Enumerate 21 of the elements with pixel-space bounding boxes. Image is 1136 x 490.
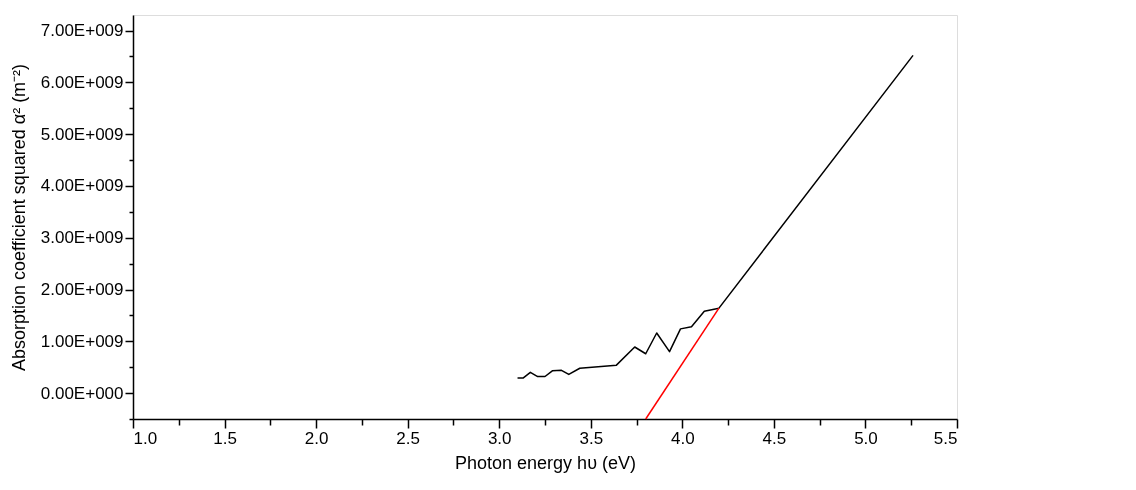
y-tick-label: 3.00E+009 [40,228,124,248]
x-tick-label: 3.0 [487,428,512,448]
y-tick-label: 4.00E+009 [40,176,124,196]
x-tick-label: 2.0 [304,428,329,448]
x-tick-label: 1.5 [213,428,237,448]
x-tick-label: 4.0 [671,428,695,448]
y-tick-label: 1.00E+009 [40,331,124,351]
x-tick-label: 5.0 [854,428,878,448]
y-tick-label: 2.00E+009 [40,280,124,300]
x-axis-title: Photon energy hυ (eV) [455,452,636,473]
y-tick-label: 7.00E+009 [40,21,124,41]
y-tick-label: 0.00E+000 [40,383,124,403]
y-tick-label: 5.00E+009 [40,124,124,144]
y-axis-title: Absorption coefficient squared α² (m⁻²) [8,63,29,372]
line-series [516,54,914,379]
x-tick-label: 1.0 [133,428,158,448]
x-tick-label: 2.5 [396,428,420,448]
y-tick-label: 6.00E+009 [40,72,124,92]
x-tick-label: 4.5 [762,428,787,448]
x-tick-label: 5.5 [933,428,958,448]
x-tick-label: 3.5 [579,428,604,448]
